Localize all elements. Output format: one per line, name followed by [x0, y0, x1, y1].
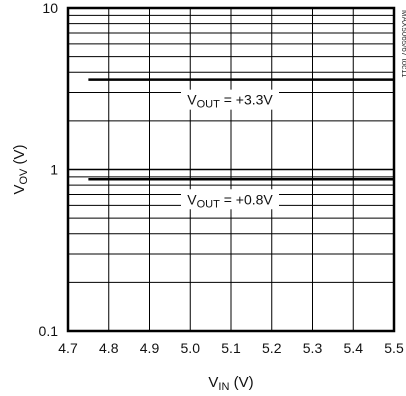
series-label-rest: = +3.3V [220, 92, 274, 108]
series-label-main: V [187, 191, 197, 207]
x-tick-label: 4.7 [58, 340, 78, 356]
x-axis-label-unit: (V) [229, 374, 253, 391]
y-axis-label: VOV (V) [11, 144, 30, 194]
series-label-main: V [187, 92, 197, 108]
series-label-sub: OUT [197, 99, 221, 111]
figure-id: MAX5065/67 toc11 [400, 10, 406, 78]
series-label-sub: OUT [197, 198, 221, 210]
tick-layer: 4.7 4.8 4.9 5.0 5.1 5.2 5.3 5.4 5.5 0.1 1 10 [39, 0, 404, 356]
x-tick-label: 5.2 [262, 340, 282, 356]
x-tick-label: 5.5 [384, 340, 404, 356]
series-label-rest: = +0.8V [220, 191, 274, 207]
x-tick-label: 5.1 [221, 340, 241, 356]
y-axis-label-main: V [11, 185, 28, 195]
series-label-bg [181, 189, 279, 210]
x-axis-label-main: V [208, 374, 218, 391]
y-tick-label: 1 [50, 162, 58, 178]
plot-frame [66, 6, 396, 333]
series-label-bg [181, 89, 279, 110]
y-tick-label: 0.1 [39, 323, 59, 339]
series-label: VOUT = +0.8V [187, 191, 273, 210]
series-label: VOUT = +3.3V [187, 92, 273, 111]
grid [68, 8, 394, 331]
y-tick-label: 10 [42, 0, 58, 16]
x-tick-label: 4.9 [140, 340, 160, 356]
x-tick-label: 4.8 [99, 340, 119, 356]
y-axis-label-sub: OV [18, 168, 30, 185]
x-axis-label-sub: IN [218, 381, 229, 393]
x-tick-label: 5.4 [344, 340, 364, 356]
x-tick-label: 5.3 [303, 340, 323, 356]
x-tick-label: 5.0 [181, 340, 201, 356]
x-axis-label: VIN (V) [208, 374, 253, 393]
y-axis-label-unit: (V) [11, 144, 28, 168]
